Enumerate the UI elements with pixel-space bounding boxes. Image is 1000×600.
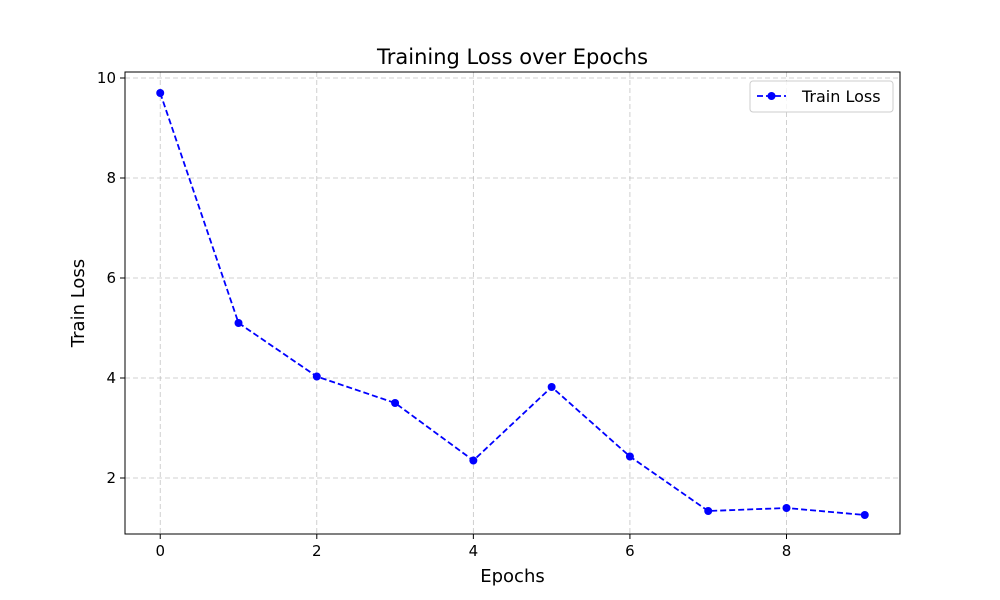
- y-tick-label: 6: [106, 269, 116, 287]
- x-tick-label: 2: [312, 542, 322, 560]
- grid: [125, 72, 900, 534]
- data-point: [625, 452, 634, 461]
- y-axis: 2 4 6 8 10: [97, 69, 125, 487]
- x-tick-label: 8: [782, 542, 792, 560]
- data-point: [156, 89, 165, 97]
- x-tick-label: 0: [155, 542, 165, 560]
- legend-label: Train Loss: [801, 87, 881, 106]
- y-axis-label: Train Loss: [68, 259, 89, 348]
- data-point: [391, 399, 400, 407]
- data-point: [547, 383, 556, 391]
- legend-marker-sample: [767, 92, 776, 100]
- data-point: [704, 507, 713, 515]
- series-line: [159, 92, 865, 516]
- x-tick-label: 6: [625, 542, 635, 560]
- plot-area: [124, 71, 901, 535]
- y-tick-label: 2: [106, 469, 116, 487]
- data-point: [782, 504, 791, 512]
- y-tick-label: 4: [106, 369, 116, 387]
- data-point: [860, 511, 869, 519]
- legend-box: [749, 80, 894, 113]
- data-point: [469, 456, 478, 465]
- chart-title: Training Loss over Epochs: [376, 45, 648, 69]
- y-tick-label: 10: [97, 69, 116, 87]
- legend: Train Loss: [749, 80, 894, 113]
- data-point: [312, 372, 321, 381]
- x-axis: 0 2 4 6 8: [155, 534, 791, 560]
- series-layer: [156, 89, 869, 519]
- x-axis-label: Epochs: [480, 566, 545, 587]
- data-point: [234, 319, 243, 327]
- x-tick-label: 4: [469, 542, 479, 560]
- y-tick-label: 8: [106, 169, 116, 187]
